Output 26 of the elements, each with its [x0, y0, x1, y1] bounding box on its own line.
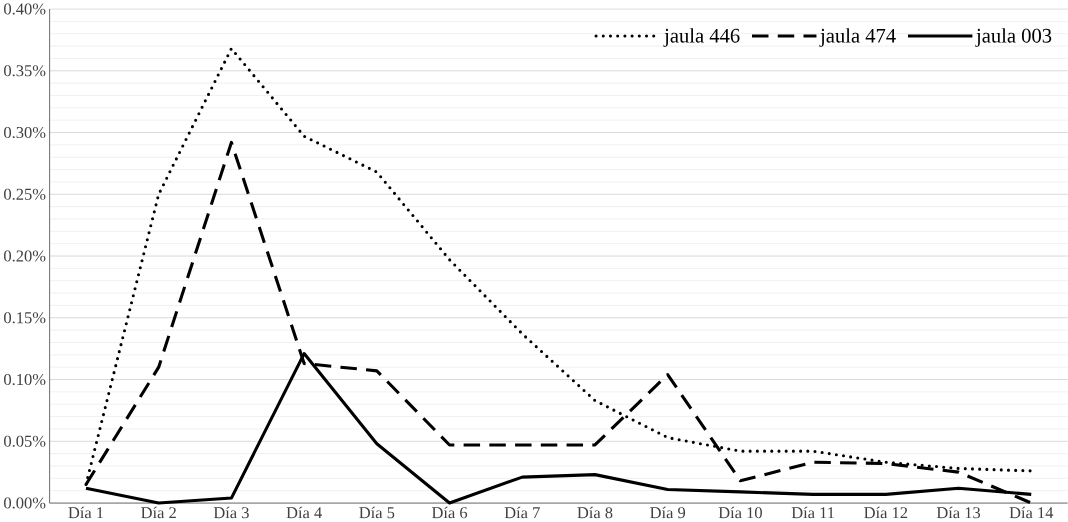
- y-tick-label: 0.40%: [4, 3, 46, 15]
- y-tick-label: 0.20%: [4, 250, 46, 262]
- x-tick-label: Día 9: [650, 506, 686, 519]
- x-tick-label: Día 1: [68, 506, 104, 519]
- legend-label: jaula 446: [663, 28, 740, 47]
- x-tick-label: Día 11: [791, 506, 835, 519]
- x-tick-label: Día 10: [718, 506, 762, 519]
- legend-label: jaula 474: [819, 28, 896, 47]
- legend-label: jaula 003: [975, 28, 1052, 47]
- x-tick-label: Día 4: [286, 506, 322, 519]
- x-tick-label: Día 5: [359, 506, 395, 519]
- y-tick-label: 0.25%: [4, 188, 46, 200]
- y-tick-label: 0.35%: [4, 65, 46, 77]
- y-tick-label: 0.00%: [4, 497, 46, 509]
- x-tick-label: Día 8: [577, 506, 613, 519]
- y-tick-label: 0.05%: [4, 435, 46, 447]
- x-tick-label: Día 14: [1009, 506, 1054, 519]
- y-tick-label: 0.10%: [4, 374, 46, 386]
- x-tick-label: Día 2: [141, 506, 176, 519]
- y-tick-label: 0.15%: [4, 312, 46, 324]
- x-tick-label: Día 13: [936, 506, 981, 519]
- y-tick-label: 0.30%: [4, 127, 46, 139]
- x-tick-label: Día 3: [213, 506, 249, 519]
- x-tick-label: Día 6: [431, 506, 468, 519]
- x-tick-label: Día 12: [864, 506, 908, 519]
- x-tick-label: Día 7: [504, 506, 540, 519]
